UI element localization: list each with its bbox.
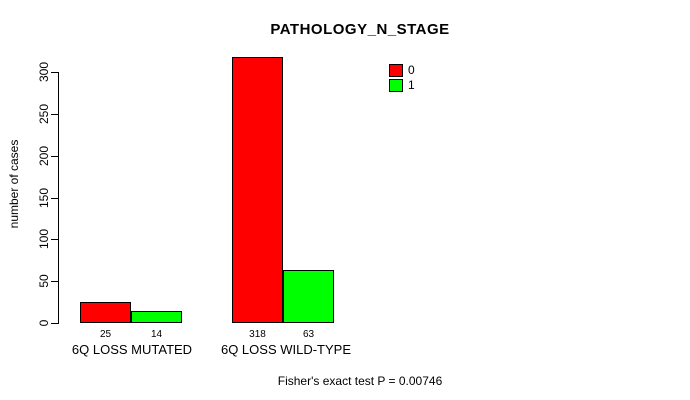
y-tick-label: 100 <box>37 229 51 250</box>
legend-swatch-icon <box>389 79 403 92</box>
y-tick-mark <box>51 323 58 324</box>
y-tick-label: 300 <box>37 61 51 83</box>
y-axis <box>58 72 59 324</box>
legend-item: 0 <box>389 64 415 77</box>
category-label: 6Q LOSS WILD-TYPE <box>220 342 352 357</box>
bar-0-1 <box>232 57 283 323</box>
y-tick-label: 0 <box>37 319 51 327</box>
bar-value-label: 14 <box>150 329 163 340</box>
bar-value-label: 318 <box>249 329 266 340</box>
bar-0-0 <box>80 302 131 323</box>
legend-item: 1 <box>389 79 415 92</box>
y-tick-mark <box>51 281 58 283</box>
y-axis-label: number of cases <box>7 139 21 229</box>
category-label: 6Q LOSS MUTATED <box>71 342 193 357</box>
y-tick-label: 50 <box>37 274 51 288</box>
legend-label: 0 <box>408 63 415 77</box>
y-tick-mark <box>51 197 58 199</box>
bar-1-0 <box>131 311 182 323</box>
y-tick-mark <box>51 239 58 241</box>
y-tick-label: 200 <box>37 145 51 166</box>
bar-1-1 <box>283 270 334 323</box>
y-tick-label: 150 <box>37 187 51 208</box>
chart-title: PATHOLOGY_N_STAGE <box>270 21 450 38</box>
fisher-test-annotation: Fisher's exact test P = 0.00746 <box>277 374 443 388</box>
bar-value-label: 63 <box>302 329 315 340</box>
y-tick-mark <box>51 113 58 115</box>
bar-value-label: 25 <box>99 329 112 340</box>
legend-swatch-icon <box>389 64 403 77</box>
y-tick-mark <box>51 155 58 157</box>
legend-label: 1 <box>408 78 415 92</box>
y-tick-mark <box>51 72 58 73</box>
y-tick-label: 250 <box>37 103 51 124</box>
